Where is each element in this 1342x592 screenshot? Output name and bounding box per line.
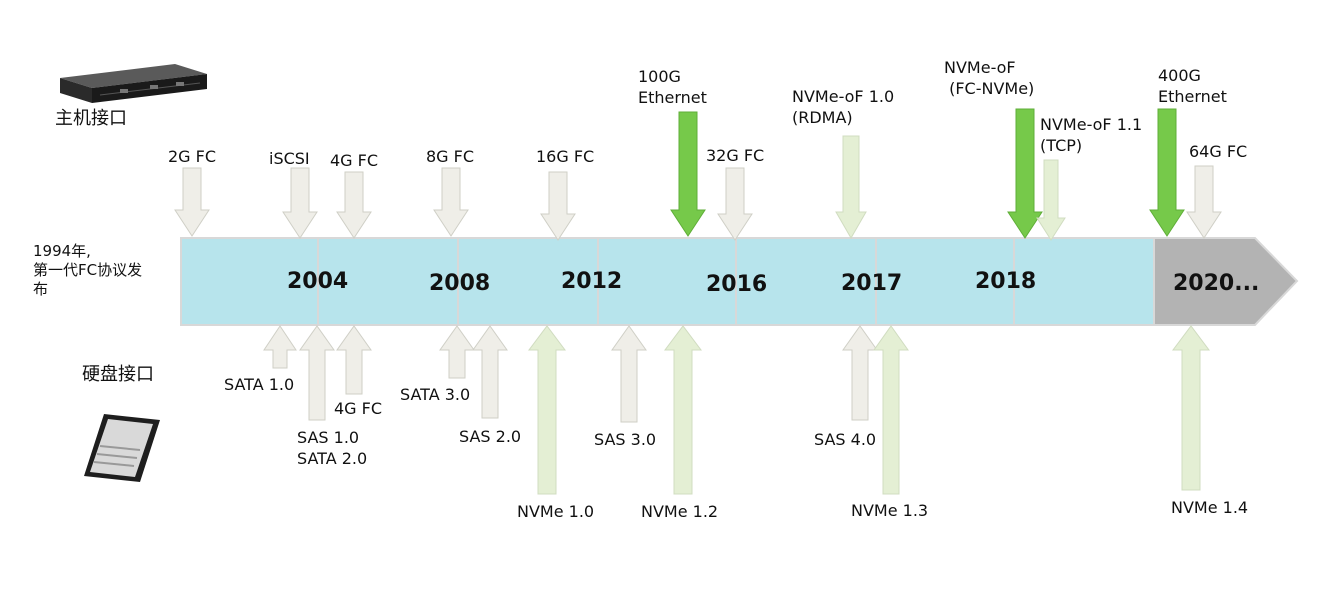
ssd-icon (84, 414, 160, 482)
arrow-sas-3-0 (611, 325, 647, 423)
host-interface-label: 400G Ethernet (1158, 66, 1227, 106)
disk-interface-label: NVMe 1.3 (851, 501, 929, 520)
host-interface-label: 2G FC (168, 147, 217, 166)
timeline-segment (457, 237, 599, 326)
disk-arrows (263, 325, 1210, 495)
disk-interface-label: SAS 4.0 (814, 430, 877, 449)
host-interface-heading: 主机接口 (55, 108, 127, 129)
arrow-2g-fc (174, 167, 210, 237)
host-interface-label: NVMe-oF 1.0 (RDMA) (792, 87, 895, 127)
host-interface-label: 16G FC (536, 147, 595, 166)
year-label: 2008 (429, 271, 491, 296)
arrow-4g-fc-disk (336, 325, 372, 395)
year-label: 2017 (841, 271, 903, 296)
arrow-nvme-1-4 (1172, 325, 1210, 491)
host-interface-label: 100G Ethernet (638, 67, 707, 107)
disk-interface-label: SATA 3.0 (400, 385, 471, 404)
arrow-16g-fc (540, 171, 576, 241)
host-interface-label: 64G FC (1189, 142, 1248, 161)
arrow-sas-1-0 (299, 325, 335, 421)
timeline-segment (317, 237, 459, 326)
disk-interface-label: 4G FC (334, 399, 383, 418)
arrow-nvme-1-2 (664, 325, 702, 495)
year-label: 2020... (1173, 271, 1260, 296)
host-interface-label: 8G FC (426, 147, 475, 166)
disk-interface-heading: 硬盘接口 (82, 364, 154, 385)
timeline-segment (597, 237, 737, 326)
arrow-nvmeof-1-0 (835, 135, 867, 240)
year-label: 2016 (706, 272, 768, 297)
disk-interface-label: SAS 1.0 SATA 2.0 (297, 428, 368, 468)
arrow-64g-fc (1186, 165, 1222, 239)
arrow-32g-fc (717, 167, 753, 241)
host-interface-label: 32G FC (706, 146, 765, 165)
disk-interface-label: SAS 2.0 (459, 427, 522, 446)
origin-note: 1994年, 第一代FC协议发 布 (33, 242, 143, 298)
arrow-sata-3-0 (439, 325, 475, 379)
timeline-segment (180, 237, 319, 326)
arrow-sata-1-0 (263, 325, 297, 369)
arrow-4g-fc (336, 171, 372, 239)
year-label: 2012 (561, 269, 623, 294)
arrow-400g-ethernet (1149, 108, 1185, 237)
server-icon (60, 64, 207, 103)
timeline-segment (735, 237, 877, 326)
host-interface-label: NVMe-oF 1.1 (TCP) (1040, 115, 1143, 155)
host-interface-label: NVMe-oF (FC-NVMe) (944, 58, 1035, 98)
arrow-8g-fc (433, 167, 469, 237)
disk-interface-label: NVMe 1.0 (517, 502, 595, 521)
arrow-nvme-1-3 (873, 325, 909, 495)
arrow-sas-4-0 (842, 325, 878, 421)
disk-interface-label: SAS 3.0 (594, 430, 657, 449)
arrow-sas-2-0 (472, 325, 508, 419)
host-interface-label: 4G FC (330, 151, 379, 170)
disk-interface-label: SATA 1.0 (224, 375, 295, 394)
disk-interface-label: NVMe 1.2 (641, 502, 719, 521)
arrow-nvmeof-1-1 (1036, 159, 1066, 241)
arrow-iscsi (282, 167, 318, 239)
host-arrows (174, 108, 1222, 241)
disk-interface-label: NVMe 1.4 (1171, 498, 1249, 517)
timeline-bar (180, 237, 1299, 326)
year-label: 2018 (975, 269, 1037, 294)
year-label: 2004 (287, 269, 349, 294)
arrow-nvme-1-0 (528, 325, 566, 495)
arrow-100g-ethernet (670, 111, 706, 237)
future-arrow-segment (1153, 237, 1299, 326)
arrow-nvmeof-fc (1007, 108, 1043, 239)
host-interface-label: iSCSI (269, 149, 310, 168)
